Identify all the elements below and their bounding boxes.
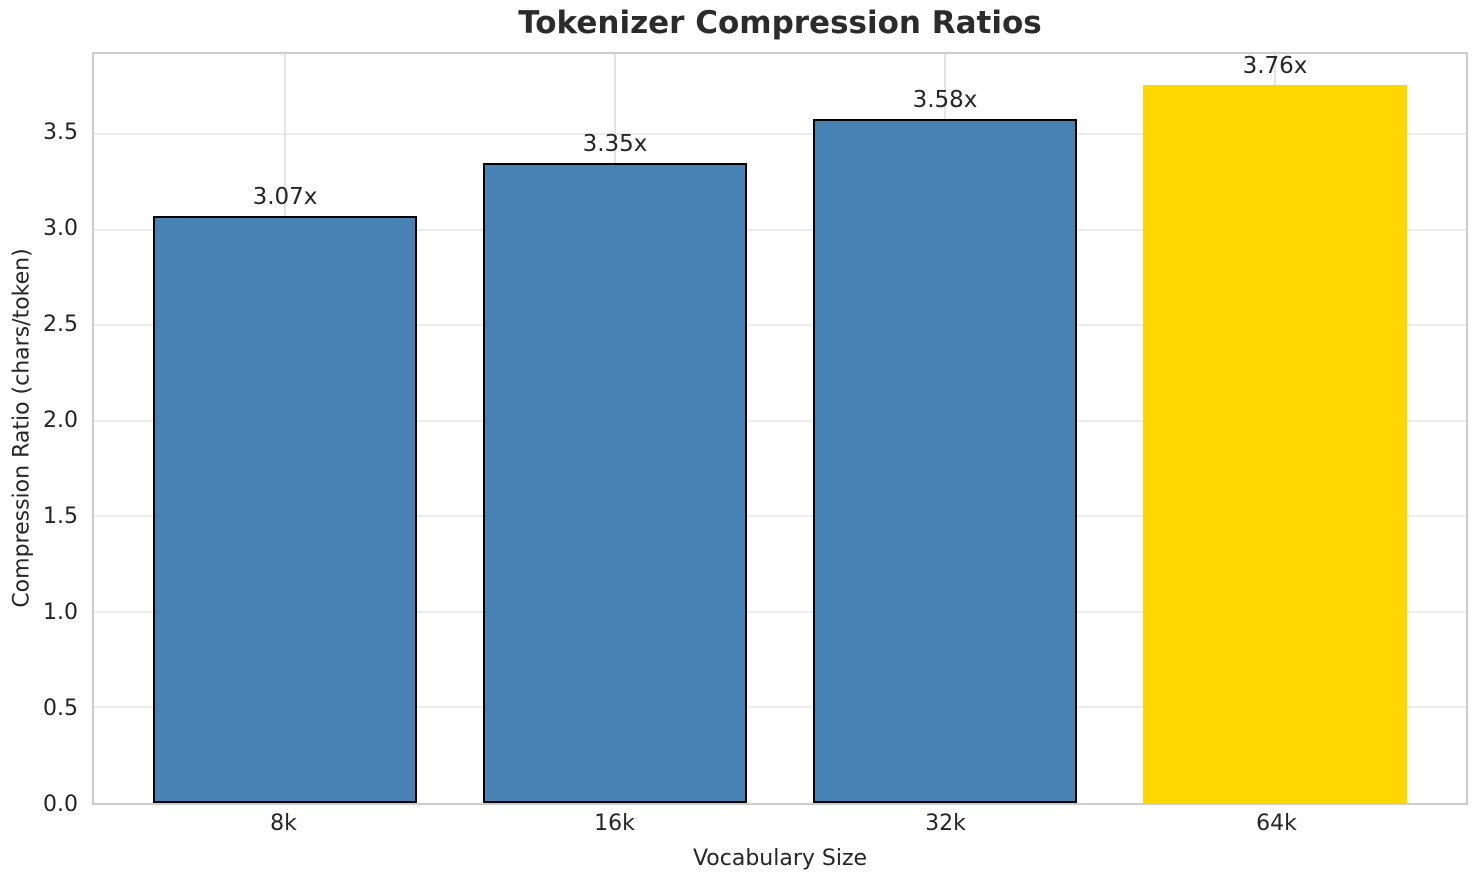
- x-tick-label-16k: 16k: [594, 811, 635, 836]
- gridlines: [94, 54, 1466, 803]
- x-tick-label-8k: 8k: [270, 811, 297, 836]
- y-tick-label: 0.0: [43, 792, 78, 817]
- y-tick-label: 3.5: [43, 119, 78, 145]
- horizontal-gridline: [94, 610, 1466, 613]
- horizontal-gridline: [94, 228, 1466, 231]
- y-tick-label: 2.5: [43, 311, 78, 337]
- horizontal-gridline: [94, 419, 1466, 422]
- y-tick-label: 0.5: [43, 695, 78, 721]
- x-tick-label-32k: 32k: [925, 811, 966, 836]
- horizontal-gridline: [94, 515, 1466, 518]
- horizontal-gridline: [94, 133, 1466, 136]
- y-tick-label: 3.0: [43, 215, 78, 241]
- y-tick-label: 2.0: [43, 407, 78, 433]
- x-axis-ticks: 8k 16k 32k 64k: [92, 811, 1468, 836]
- plot-area: 3.07x 3.35x 3.58x 3.76x: [92, 52, 1468, 805]
- horizontal-gridline: [94, 324, 1466, 327]
- bar-column-32k: 3.58x: [780, 54, 1110, 803]
- bar-value-label: 3.07x: [252, 184, 318, 211]
- y-tick-label: 1.5: [43, 503, 78, 529]
- bar-column-8k: 3.07x: [120, 54, 450, 803]
- bar-32k: [813, 118, 1077, 803]
- bar-value-label: 3.58x: [912, 86, 978, 113]
- bar-64k: [1143, 84, 1407, 803]
- bar-column-64k: 3.76x: [1110, 52, 1440, 803]
- x-tick-label-64k: 64k: [1256, 811, 1297, 836]
- bar-value-label: 3.76x: [1242, 52, 1308, 79]
- bar-16k: [483, 162, 747, 803]
- horizontal-gridline: [94, 706, 1466, 709]
- x-axis-label: Vocabulary Size: [692, 846, 868, 871]
- bar-column-16k: 3.35x: [450, 54, 780, 803]
- bar-8k: [153, 216, 417, 803]
- y-axis-ticks: 0.0 0.5 1.0 1.5 2.0 2.5 3.0 3.5: [0, 52, 78, 817]
- chart-title: Tokenizer Compression Ratios: [518, 5, 1042, 41]
- bar-value-label: 3.35x: [582, 130, 648, 157]
- bars-layer: 3.07x 3.35x 3.58x 3.76x: [94, 52, 1466, 803]
- y-tick-label: 1.0: [43, 599, 78, 625]
